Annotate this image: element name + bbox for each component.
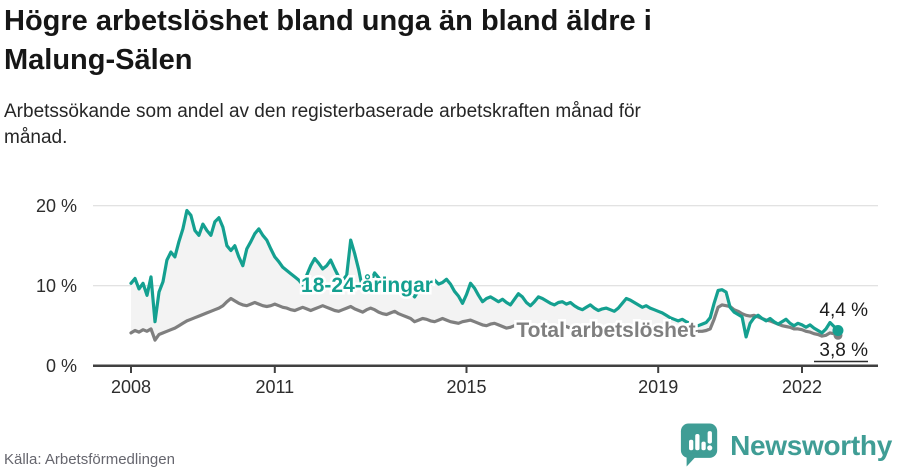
x-tick-label-2008: 2008	[111, 377, 151, 397]
end-value-label-youth: 4,4 %	[819, 300, 868, 321]
logo-exclamation-bar	[707, 431, 712, 444]
between-series-fill	[131, 210, 838, 341]
page-subtitle: Arbetssökande som andel av den registerb…	[4, 99, 840, 151]
x-tick-label-2011: 2011	[255, 377, 294, 397]
source-note: Källa: Arbetsförmedlingen	[4, 451, 175, 468]
y-tick-label-10: 10 %	[36, 276, 77, 296]
page-title-line-2: Malung-Sälen	[4, 44, 193, 77]
series-line-youth	[129, 208, 840, 339]
page-title-line-1: Högre arbetslöshet bland unga än bland ä…	[4, 5, 652, 37]
logo-bar-2	[695, 434, 700, 451]
line-chart: 20 % 10 % 0 % 2008 2011 2015 2019 2022 1…	[36, 196, 878, 397]
y-tick-label-20: 20 %	[36, 196, 77, 216]
x-tick-label-2022: 2022	[782, 377, 822, 397]
series-label-total: Total arbetslöshet	[516, 319, 695, 342]
logo-bar-1	[689, 439, 694, 451]
brand-lockup: Newsworthy	[679, 422, 892, 469]
newsworthy-logo-icon	[680, 423, 718, 467]
series-line-total	[129, 296, 840, 342]
brand-wordmark: Newsworthy	[730, 429, 892, 461]
page-title: Högre arbetslöshet bland unga än bland ä…	[4, 2, 890, 81]
page-subtitle-line-2: månad.	[4, 127, 68, 149]
x-axis-ticks	[130, 366, 803, 373]
logo-exclamation-dot	[707, 445, 713, 451]
end-value-label-total: 3,8 %	[819, 340, 868, 361]
series-end-dot-youth	[832, 325, 844, 336]
x-tick-label-2019: 2019	[638, 377, 678, 397]
page-subtitle-line-1: Arbetssökande som andel av den registerb…	[4, 101, 641, 122]
y-tick-label-0: 0 %	[46, 356, 77, 376]
logo-bar-3	[701, 441, 706, 451]
x-tick-label-2015: 2015	[446, 377, 486, 397]
logo-bubble-tail	[686, 453, 700, 467]
series-label-youth: 18-24-åringar	[301, 274, 433, 297]
